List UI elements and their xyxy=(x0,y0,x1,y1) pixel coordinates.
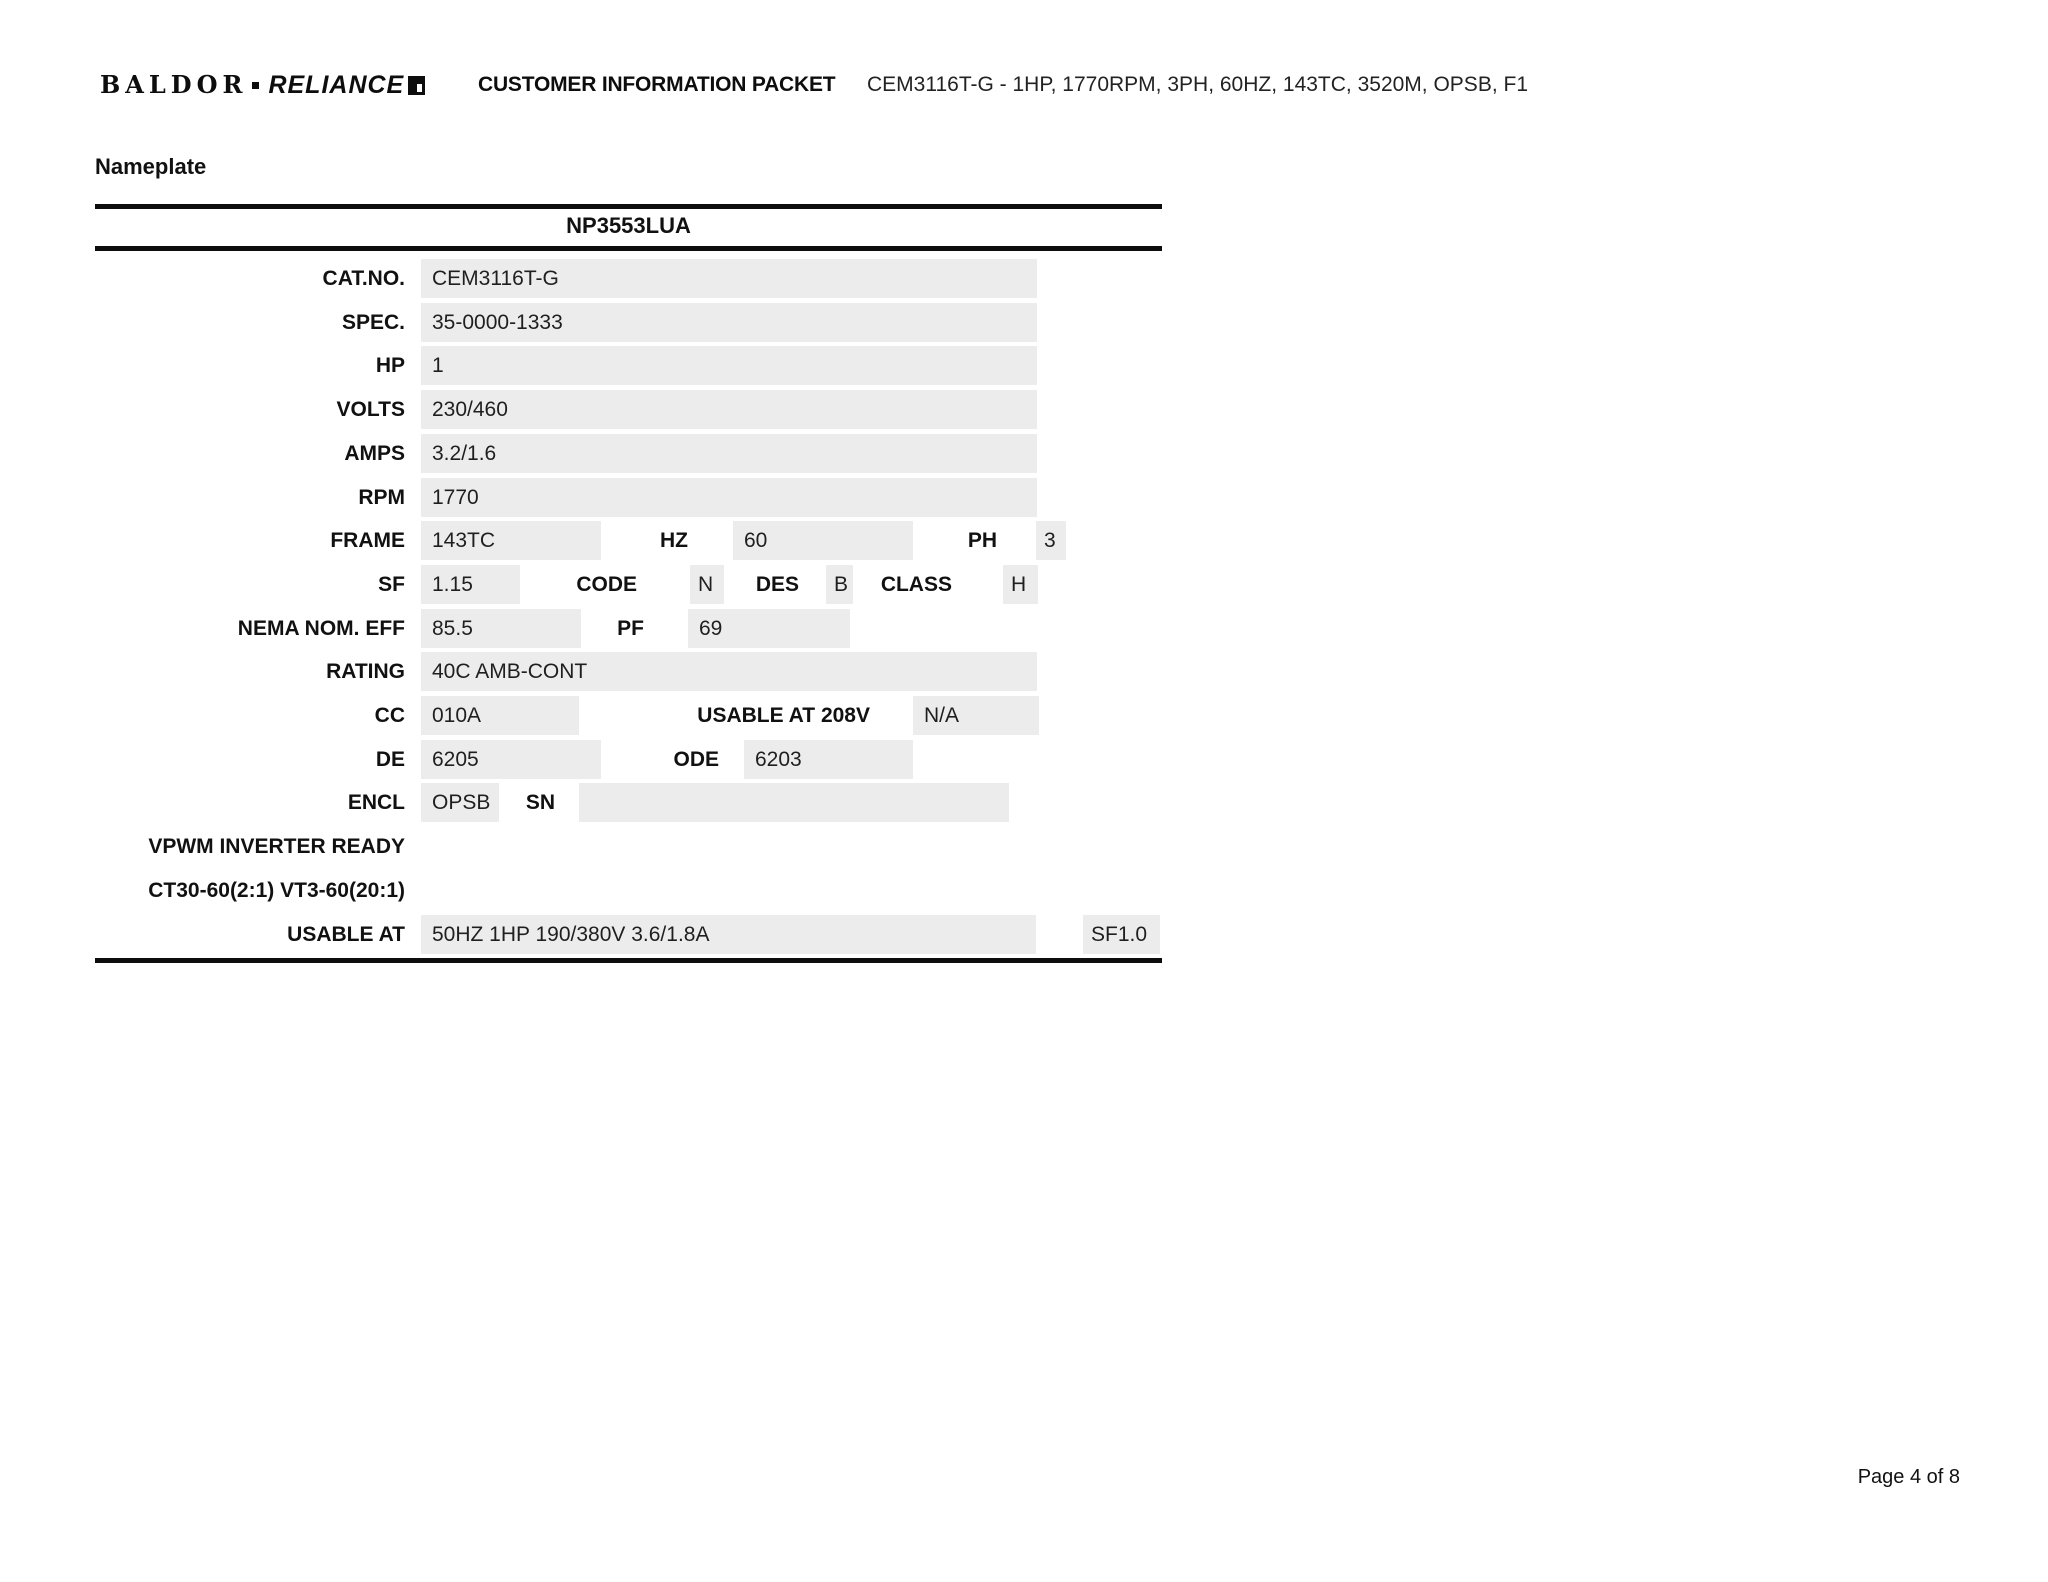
code-value: N xyxy=(690,565,724,604)
amps-label: AMPS xyxy=(344,442,405,465)
table-top-rule xyxy=(95,204,1162,209)
table-row: SF 1.15 CODE N DES B CLASS H xyxy=(95,565,1162,604)
volts-label: VOLTS xyxy=(336,398,405,421)
table-row: RPM 1770 xyxy=(95,478,1162,517)
reliance-square-icon xyxy=(408,75,426,95)
code-label: CODE xyxy=(576,573,637,596)
usable-at-value: 50HZ 1HP 190/380V 3.6/1.8A xyxy=(421,915,1036,954)
baldor-reliance-logo: BALDOR RELIANCE xyxy=(100,70,426,100)
logo-reliance-wordmark: RELIANCE xyxy=(268,71,405,99)
table-row: CT30-60(2:1) VT3-60(20:1) xyxy=(95,871,1162,910)
nameplate-model-number: NP3553LUA xyxy=(566,213,691,238)
table-row: ENCL OPSB SN xyxy=(95,783,1162,822)
usable-at-208v-value: N/A xyxy=(913,696,1039,735)
product-summary: CEM3116T-G - 1HP, 1770RPM, 3PH, 60HZ, 14… xyxy=(867,73,1528,96)
sn-value xyxy=(579,783,1009,822)
pf-value: 69 xyxy=(688,609,850,648)
de-label: DE xyxy=(375,748,405,771)
table-header-rule xyxy=(95,246,1162,251)
table-row: SPEC. 35-0000-1333 xyxy=(95,303,1162,342)
table-bottom-rule xyxy=(95,958,1162,963)
logo-baldor-wordmark: BALDOR xyxy=(100,70,248,99)
cat-no-value: CEM3116T-G xyxy=(421,259,1037,298)
nema-nom-eff-label: NEMA NOM. EFF xyxy=(237,617,405,640)
ph-value: 3 xyxy=(1036,521,1066,560)
section-title-nameplate: Nameplate xyxy=(95,154,207,179)
ph-label: PH xyxy=(967,529,997,552)
class-value: H xyxy=(1003,565,1038,604)
rpm-label: RPM xyxy=(358,486,405,509)
table-row: FRAME 143TC HZ 60 PH 3 xyxy=(95,521,1162,560)
usable-at-208v-label: USABLE AT 208V xyxy=(697,704,870,727)
table-row: NEMA NOM. EFF 85.5 PF 69 xyxy=(95,609,1162,648)
table-row: CC 010A USABLE AT 208V N/A xyxy=(95,696,1162,735)
sf-label: SF xyxy=(378,573,405,596)
table-row: CAT.NO. CEM3116T-G xyxy=(95,259,1162,298)
rating-value: 40C AMB-CONT xyxy=(421,652,1037,691)
packet-title: CUSTOMER INFORMATION PACKET xyxy=(478,73,836,96)
sn-label: SN xyxy=(525,791,555,814)
hp-label: HP xyxy=(375,354,405,377)
ct-vt-note: CT30-60(2:1) VT3-60(20:1) xyxy=(148,879,405,902)
usable-at-label: USABLE AT xyxy=(287,923,405,946)
table-row: USABLE AT 50HZ 1HP 190/380V 3.6/1.8A SF1… xyxy=(95,915,1162,954)
table-row: RATING 40C AMB-CONT xyxy=(95,652,1162,691)
encl-label: ENCL xyxy=(347,791,405,814)
sf-value: 1.15 xyxy=(421,565,520,604)
frame-label: FRAME xyxy=(330,529,405,552)
spec-value: 35-0000-1333 xyxy=(421,303,1037,342)
hp-value: 1 xyxy=(421,346,1037,385)
spec-label: SPEC. xyxy=(341,311,405,334)
hz-label: HZ xyxy=(660,529,688,552)
pf-label: PF xyxy=(617,617,644,640)
ode-label: ODE xyxy=(673,748,719,771)
table-row: DE 6205 ODE 6203 xyxy=(95,740,1162,779)
encl-value: OPSB xyxy=(421,783,499,822)
volts-value: 230/460 xyxy=(421,390,1037,429)
class-label: CLASS xyxy=(880,573,952,596)
cat-no-label: CAT.NO. xyxy=(322,267,405,290)
nema-nom-eff-value: 85.5 xyxy=(421,609,581,648)
rpm-value: 1770 xyxy=(421,478,1037,517)
cc-label: CC xyxy=(374,704,405,727)
des-value: B xyxy=(826,565,853,604)
rating-label: RATING xyxy=(326,660,405,683)
frame-value: 143TC xyxy=(421,521,601,560)
ode-value: 6203 xyxy=(744,740,913,779)
de-value: 6205 xyxy=(421,740,601,779)
vpwm-inverter-ready-note: VPWM INVERTER READY xyxy=(148,835,405,858)
des-label: DES xyxy=(755,573,799,596)
cc-value: 010A xyxy=(421,696,579,735)
table-row: HP 1 xyxy=(95,346,1162,385)
page-number: Page 4 of 8 xyxy=(1857,1466,1960,1488)
table-row: AMPS 3.2/1.6 xyxy=(95,434,1162,473)
hz-value: 60 xyxy=(733,521,913,560)
table-row: VOLTS 230/460 xyxy=(95,390,1162,429)
amps-value: 3.2/1.6 xyxy=(421,434,1037,473)
logo-dot-icon xyxy=(252,81,260,89)
sf-50hz-value: SF1.0 xyxy=(1083,915,1160,954)
table-row: VPWM INVERTER READY xyxy=(95,827,1162,866)
